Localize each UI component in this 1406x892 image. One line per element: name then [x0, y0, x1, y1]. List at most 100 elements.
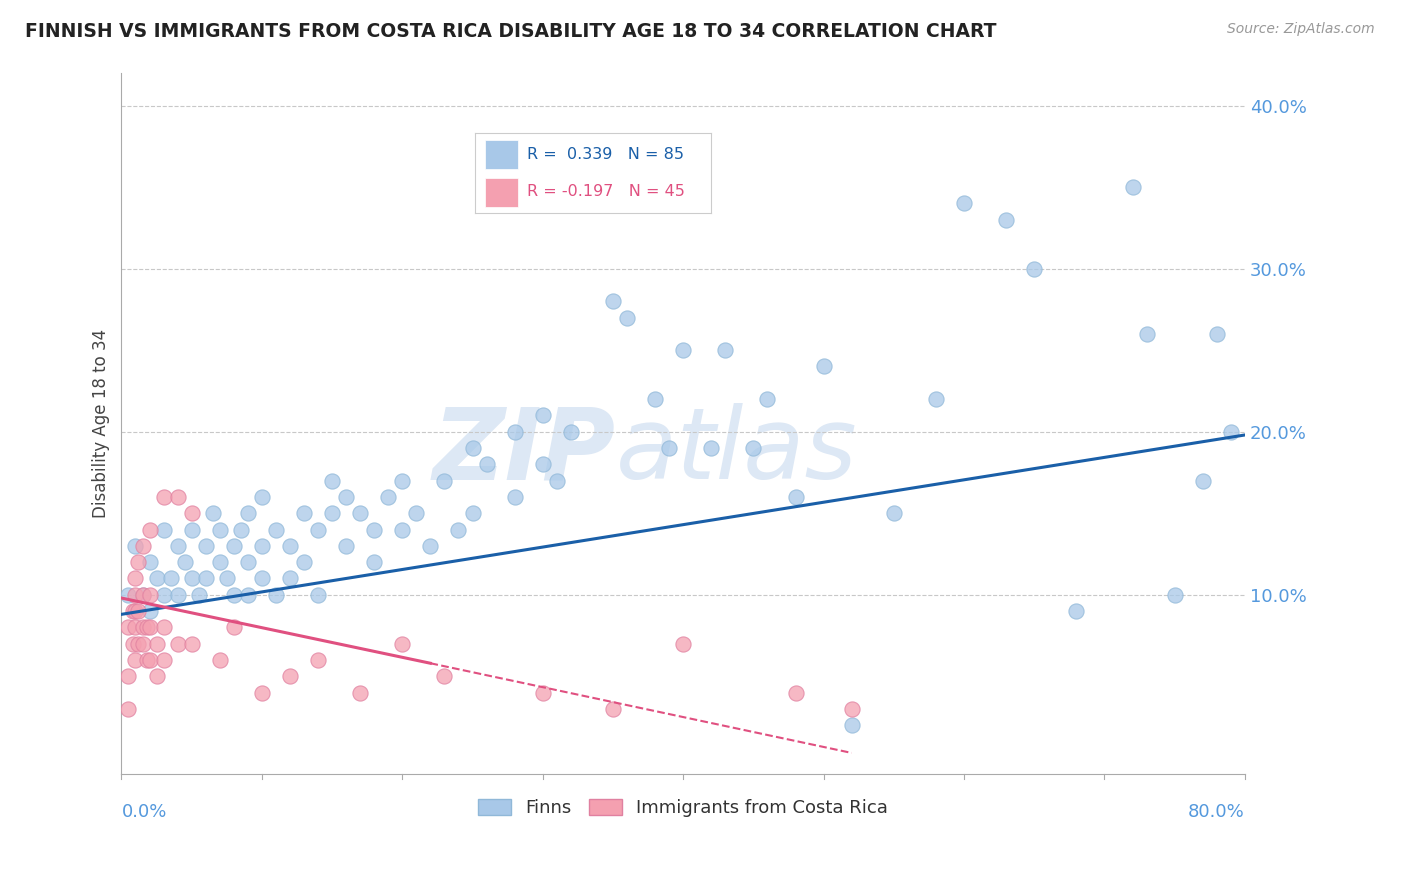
Point: [560, 425, 582, 439]
Point: [152, 620, 174, 634]
Point: [405, 506, 427, 520]
Point: [813, 359, 835, 374]
Point: [152, 653, 174, 667]
Point: [321, 474, 343, 488]
Point: [166, 637, 188, 651]
Point: [756, 392, 779, 406]
Point: [264, 588, 287, 602]
Point: [180, 637, 202, 651]
Point: [117, 588, 139, 602]
Point: [127, 604, 149, 618]
Point: [546, 474, 568, 488]
Text: Source: ZipAtlas.com: Source: ZipAtlas.com: [1227, 22, 1375, 37]
Point: [180, 506, 202, 520]
Text: FINNISH VS IMMIGRANTS FROM COSTA RICA DISABILITY AGE 18 TO 34 CORRELATION CHART: FINNISH VS IMMIGRANTS FROM COSTA RICA DI…: [25, 22, 997, 41]
Point: [138, 588, 160, 602]
Point: [208, 555, 231, 569]
Point: [841, 718, 863, 732]
Point: [135, 620, 157, 634]
Point: [124, 588, 146, 602]
Text: atlas: atlas: [616, 403, 858, 500]
Point: [117, 669, 139, 683]
Point: [145, 669, 167, 683]
Point: [349, 506, 371, 520]
Point: [127, 637, 149, 651]
Point: [700, 441, 723, 455]
Point: [194, 571, 217, 585]
Point: [335, 490, 357, 504]
Point: [335, 539, 357, 553]
Point: [363, 523, 385, 537]
Point: [1205, 326, 1227, 341]
Point: [1066, 604, 1088, 618]
Point: [117, 702, 139, 716]
Point: [124, 604, 146, 618]
Point: [307, 523, 329, 537]
Point: [194, 539, 217, 553]
Point: [658, 441, 681, 455]
Point: [159, 571, 181, 585]
Point: [307, 653, 329, 667]
Point: [503, 425, 526, 439]
Point: [503, 490, 526, 504]
Point: [841, 702, 863, 716]
Point: [145, 571, 167, 585]
Point: [447, 523, 470, 537]
Point: [121, 604, 143, 618]
Point: [644, 392, 666, 406]
Text: 80.0%: 80.0%: [1188, 804, 1244, 822]
Point: [391, 523, 413, 537]
Point: [208, 523, 231, 537]
Point: [742, 441, 765, 455]
Point: [883, 506, 905, 520]
Point: [121, 637, 143, 651]
Point: [131, 539, 153, 553]
Point: [131, 588, 153, 602]
Point: [145, 637, 167, 651]
Point: [229, 523, 252, 537]
Point: [250, 490, 273, 504]
Point: [124, 539, 146, 553]
Point: [461, 506, 484, 520]
Point: [208, 653, 231, 667]
Point: [363, 555, 385, 569]
Point: [127, 555, 149, 569]
Legend: Finns, Immigrants from Costa Rica: Finns, Immigrants from Costa Rica: [471, 792, 896, 825]
Point: [1136, 326, 1159, 341]
Y-axis label: Disability Age 18 to 34: Disability Age 18 to 34: [93, 329, 110, 518]
Point: [433, 474, 456, 488]
Point: [925, 392, 948, 406]
Point: [278, 669, 301, 683]
Point: [602, 702, 624, 716]
Point: [138, 653, 160, 667]
Point: [278, 539, 301, 553]
Point: [180, 523, 202, 537]
Point: [672, 637, 695, 651]
Point: [264, 523, 287, 537]
Point: [152, 490, 174, 504]
Point: [236, 588, 259, 602]
Point: [433, 669, 456, 683]
Point: [1122, 180, 1144, 194]
Point: [995, 212, 1018, 227]
Point: [166, 539, 188, 553]
Point: [250, 685, 273, 699]
Point: [135, 653, 157, 667]
Point: [236, 555, 259, 569]
Point: [117, 620, 139, 634]
Point: [180, 571, 202, 585]
Point: [531, 458, 554, 472]
Point: [785, 685, 807, 699]
Point: [349, 685, 371, 699]
Point: [292, 506, 315, 520]
Point: [250, 539, 273, 553]
Point: [222, 620, 245, 634]
Point: [250, 571, 273, 585]
Point: [236, 506, 259, 520]
Point: [377, 490, 399, 504]
Point: [131, 637, 153, 651]
Point: [138, 604, 160, 618]
Point: [419, 539, 441, 553]
Point: [321, 506, 343, 520]
Point: [138, 620, 160, 634]
